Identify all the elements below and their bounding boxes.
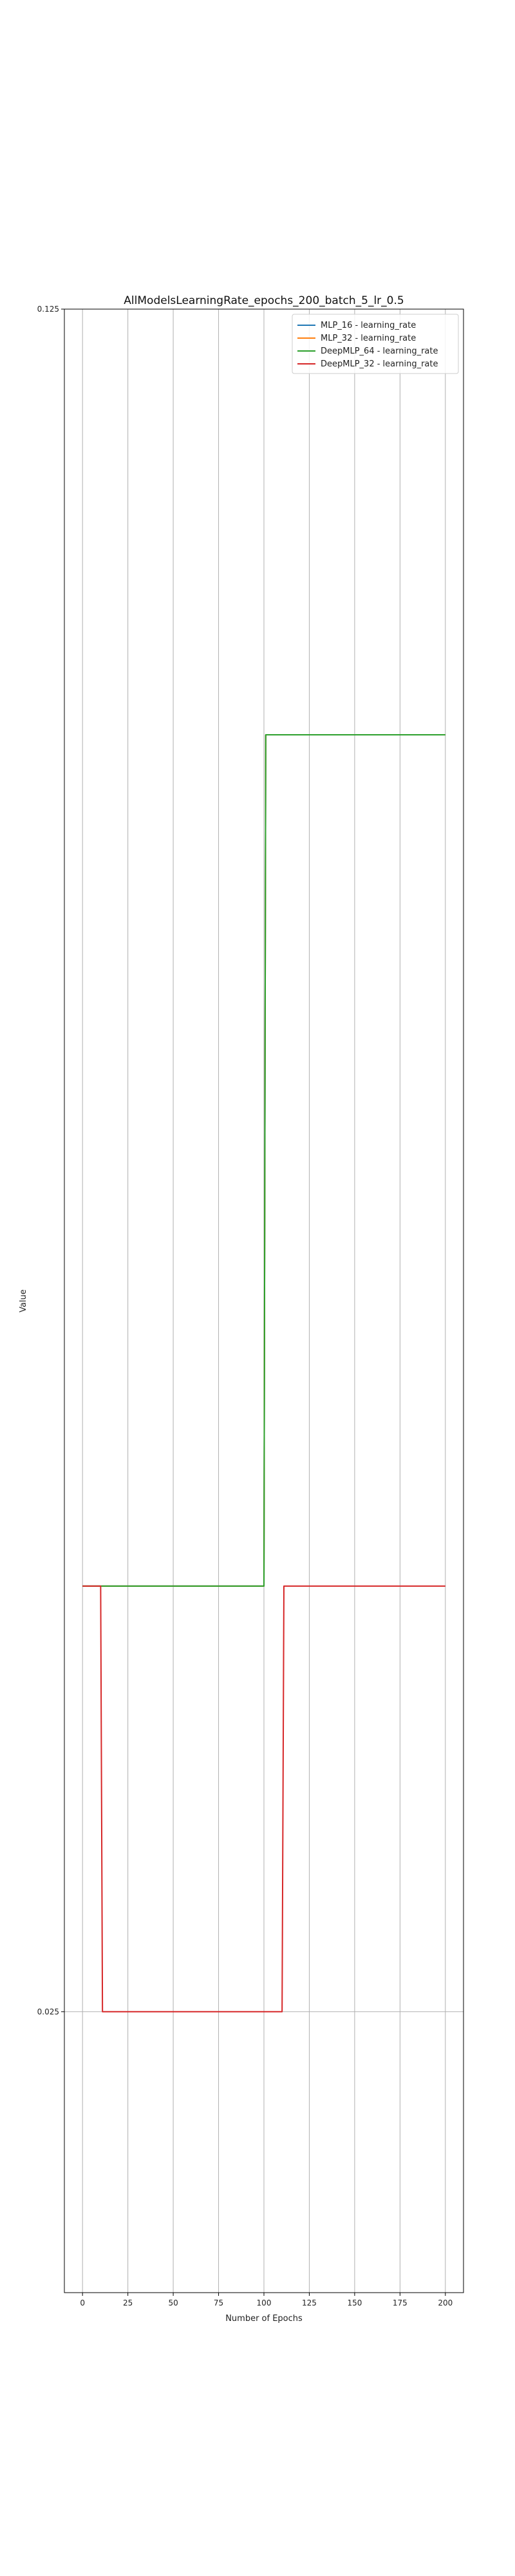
- legend-label: MLP_16 - learning_rate: [321, 321, 416, 330]
- chart-title: AllModelsLearningRate_epochs_200_batch_5…: [124, 294, 404, 307]
- x-tick-label: 75: [214, 2298, 223, 2307]
- legend: MLP_16 - learning_rate MLP_32 - learning_…: [292, 314, 458, 374]
- x-tick-label: 25: [123, 2298, 133, 2307]
- legend-label: DeepMLP_32 - learning_rate: [321, 359, 438, 369]
- x-tick-label: 150: [347, 2298, 362, 2307]
- legend-label: MLP_32 - learning_rate: [321, 334, 416, 343]
- y-tick-label: 0.025: [37, 2007, 59, 2016]
- x-tick-label: 100: [257, 2298, 272, 2307]
- x-tick-label: 200: [438, 2298, 453, 2307]
- legend-label: DeepMLP_64 - learning_rate: [321, 346, 438, 356]
- y-axis-label: Value: [19, 1289, 28, 1312]
- x-tick-label: 0: [80, 2298, 85, 2307]
- x-axis-label: Number of Epochs: [225, 2314, 303, 2324]
- x-tick-label: 175: [393, 2298, 407, 2307]
- x-tick-label: 50: [168, 2298, 178, 2307]
- y-tick-label: 0.125: [37, 305, 59, 314]
- x-tick-label: 125: [302, 2298, 317, 2307]
